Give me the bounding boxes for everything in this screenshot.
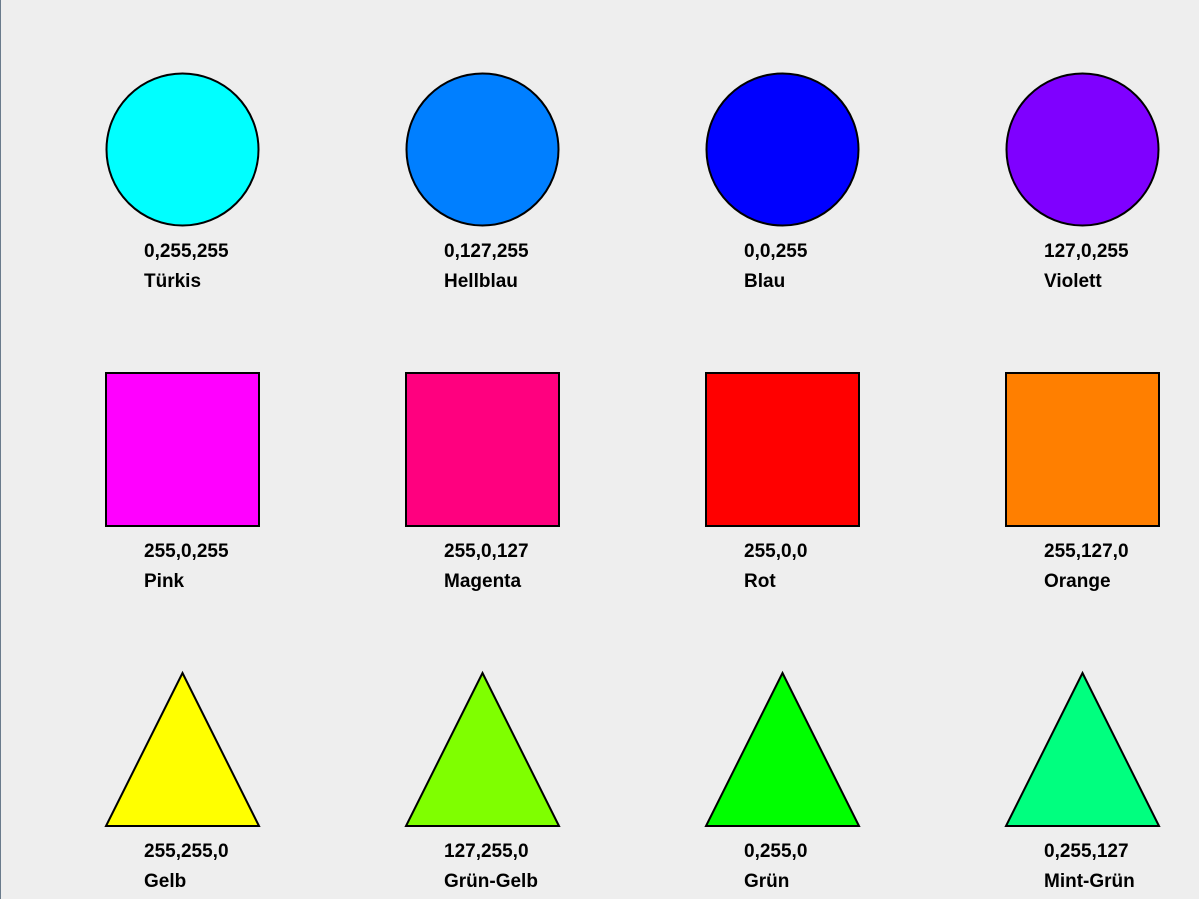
triangle-shape <box>104 670 261 827</box>
color-name: Mint-Grün <box>1044 871 1135 892</box>
rgb-value: 0,255,127 <box>1044 841 1129 862</box>
swatch-gruen: 0,255,0 Grün <box>601 600 901 899</box>
rgb-value: 255,255,0 <box>144 841 229 862</box>
color-name: Gelb <box>144 871 187 892</box>
rgb-value: 255,127,0 <box>1044 541 1129 562</box>
circle-shape <box>705 72 860 227</box>
rgb-value: 0,255,255 <box>144 241 229 262</box>
color-name: Rot <box>744 571 776 592</box>
rgb-value: 255,0,255 <box>144 541 229 562</box>
triangle-shape <box>704 670 861 827</box>
color-name: Grün-Gelb <box>444 871 538 892</box>
circle-shape <box>405 72 560 227</box>
color-name: Grün <box>744 871 790 892</box>
color-name: Türkis <box>144 271 202 292</box>
circle-shape <box>105 72 260 227</box>
swatch-gelb: 255,255,0 Gelb <box>1 600 301 899</box>
swatch-magenta: 255,0,127 Magenta <box>301 300 601 600</box>
swatch-violett: 127,0,255 Violett <box>901 0 1199 300</box>
swatch-rot: 255,0,0 Rot <box>601 300 901 600</box>
color-name: Hellblau <box>444 271 518 292</box>
square-shape <box>705 372 860 527</box>
triangle-shape <box>404 670 561 827</box>
color-name: Magenta <box>444 571 522 592</box>
swatch-mint-gruen: 0,255,127 Mint-Grün <box>901 600 1199 899</box>
rgb-value: 255,0,127 <box>444 541 529 562</box>
swatch-hellblau: 0,127,255 Hellblau <box>301 0 601 300</box>
rgb-value: 255,0,0 <box>744 541 808 562</box>
color-name: Violett <box>1044 271 1102 292</box>
swatch-tuerkis: 0,255,255 Türkis <box>1 0 301 300</box>
color-name: Pink <box>144 571 185 592</box>
rgb-value: 127,255,0 <box>444 841 529 862</box>
rgb-value: 0,0,255 <box>744 241 808 262</box>
square-shape <box>105 372 260 527</box>
triangle-shape <box>1004 670 1161 827</box>
circle-shape <box>1005 72 1160 227</box>
swatch-gruen-gelb: 127,255,0 Grün-Gelb <box>301 600 601 899</box>
color-name: Blau <box>744 271 786 292</box>
rgb-value: 0,127,255 <box>444 241 529 262</box>
swatch-orange: 255,127,0 Orange <box>901 300 1199 600</box>
rgb-value: 127,0,255 <box>1044 241 1129 262</box>
square-shape <box>405 372 560 527</box>
color-name: Orange <box>1044 571 1111 592</box>
swatch-blau: 0,0,255 Blau <box>601 0 901 300</box>
square-shape <box>1005 372 1160 527</box>
swatch-pink: 255,0,255 Pink <box>1 300 301 600</box>
rgb-value: 0,255,0 <box>744 841 808 862</box>
